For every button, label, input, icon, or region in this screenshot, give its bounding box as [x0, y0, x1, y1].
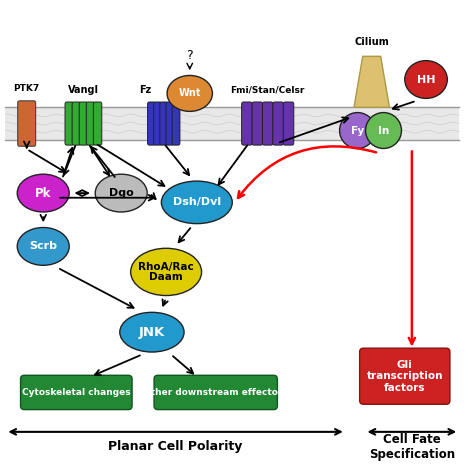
Text: Fz: Fz [139, 85, 151, 94]
FancyBboxPatch shape [252, 102, 263, 145]
Text: Cilium: Cilium [355, 37, 389, 47]
Text: JNK: JNK [139, 326, 165, 339]
FancyBboxPatch shape [20, 375, 132, 410]
FancyBboxPatch shape [360, 348, 450, 404]
FancyArrowPatch shape [60, 269, 134, 308]
Text: Vangl: Vangl [68, 85, 99, 94]
Text: Gli
transcription
factors: Gli transcription factors [366, 359, 443, 393]
Text: Wnt: Wnt [179, 88, 201, 99]
Text: Fy: Fy [351, 126, 364, 135]
FancyArrowPatch shape [187, 63, 192, 69]
FancyBboxPatch shape [5, 107, 459, 140]
FancyBboxPatch shape [79, 102, 88, 145]
Ellipse shape [95, 174, 147, 212]
FancyArrowPatch shape [173, 356, 193, 373]
Text: Other downstream effectors: Other downstream effectors [143, 388, 288, 397]
Ellipse shape [405, 60, 447, 99]
FancyArrowPatch shape [370, 429, 454, 435]
Ellipse shape [339, 113, 375, 148]
FancyBboxPatch shape [242, 102, 252, 145]
FancyBboxPatch shape [154, 102, 162, 145]
FancyArrowPatch shape [95, 355, 140, 375]
Text: Dgo: Dgo [109, 188, 134, 198]
FancyBboxPatch shape [283, 102, 294, 145]
FancyBboxPatch shape [72, 102, 81, 145]
FancyBboxPatch shape [273, 102, 283, 145]
Text: Planar Cell Polarity: Planar Cell Polarity [109, 440, 243, 453]
FancyBboxPatch shape [93, 102, 102, 145]
Text: Cytoskeletal changes: Cytoskeletal changes [22, 388, 131, 397]
FancyArrowPatch shape [280, 118, 348, 142]
FancyArrowPatch shape [163, 299, 168, 306]
FancyArrowPatch shape [63, 148, 73, 177]
FancyBboxPatch shape [166, 102, 174, 145]
FancyBboxPatch shape [263, 102, 273, 145]
Ellipse shape [17, 174, 69, 212]
FancyArrowPatch shape [76, 190, 88, 196]
FancyArrowPatch shape [150, 193, 155, 199]
FancyArrowPatch shape [179, 228, 191, 242]
Text: Pk: Pk [35, 186, 51, 199]
FancyBboxPatch shape [18, 101, 36, 146]
Ellipse shape [161, 181, 232, 224]
FancyArrowPatch shape [90, 146, 109, 175]
FancyBboxPatch shape [154, 375, 277, 410]
Text: Fmi/Stan/Celsr: Fmi/Stan/Celsr [230, 86, 305, 94]
Text: Cell Fate
Specification: Cell Fate Specification [369, 433, 455, 461]
Ellipse shape [131, 248, 201, 296]
FancyArrowPatch shape [91, 147, 115, 177]
FancyBboxPatch shape [172, 102, 180, 145]
FancyBboxPatch shape [160, 102, 168, 145]
FancyArrowPatch shape [60, 195, 154, 200]
Text: ?: ? [186, 48, 193, 61]
FancyArrowPatch shape [238, 146, 376, 198]
Text: HH: HH [417, 74, 435, 85]
FancyBboxPatch shape [147, 102, 155, 145]
FancyArrowPatch shape [409, 151, 415, 344]
Ellipse shape [120, 312, 184, 352]
FancyArrowPatch shape [165, 146, 189, 175]
Ellipse shape [167, 75, 212, 112]
Text: Scrb: Scrb [29, 241, 57, 252]
FancyArrowPatch shape [64, 146, 75, 175]
FancyBboxPatch shape [86, 102, 95, 145]
FancyBboxPatch shape [65, 102, 73, 145]
Ellipse shape [17, 227, 69, 266]
Text: RhoA/Rac
Daam: RhoA/Rac Daam [138, 261, 194, 282]
FancyArrowPatch shape [219, 146, 247, 185]
FancyArrowPatch shape [24, 141, 29, 147]
Text: Dsh/Dvl: Dsh/Dvl [173, 197, 221, 207]
FancyArrowPatch shape [98, 145, 164, 186]
FancyArrowPatch shape [393, 102, 414, 110]
Ellipse shape [365, 113, 401, 148]
FancyArrowPatch shape [40, 215, 46, 220]
FancyArrowPatch shape [29, 151, 65, 172]
Polygon shape [354, 56, 390, 107]
FancyArrowPatch shape [10, 429, 341, 435]
Text: PTK7: PTK7 [14, 85, 40, 93]
Text: In: In [378, 126, 389, 135]
